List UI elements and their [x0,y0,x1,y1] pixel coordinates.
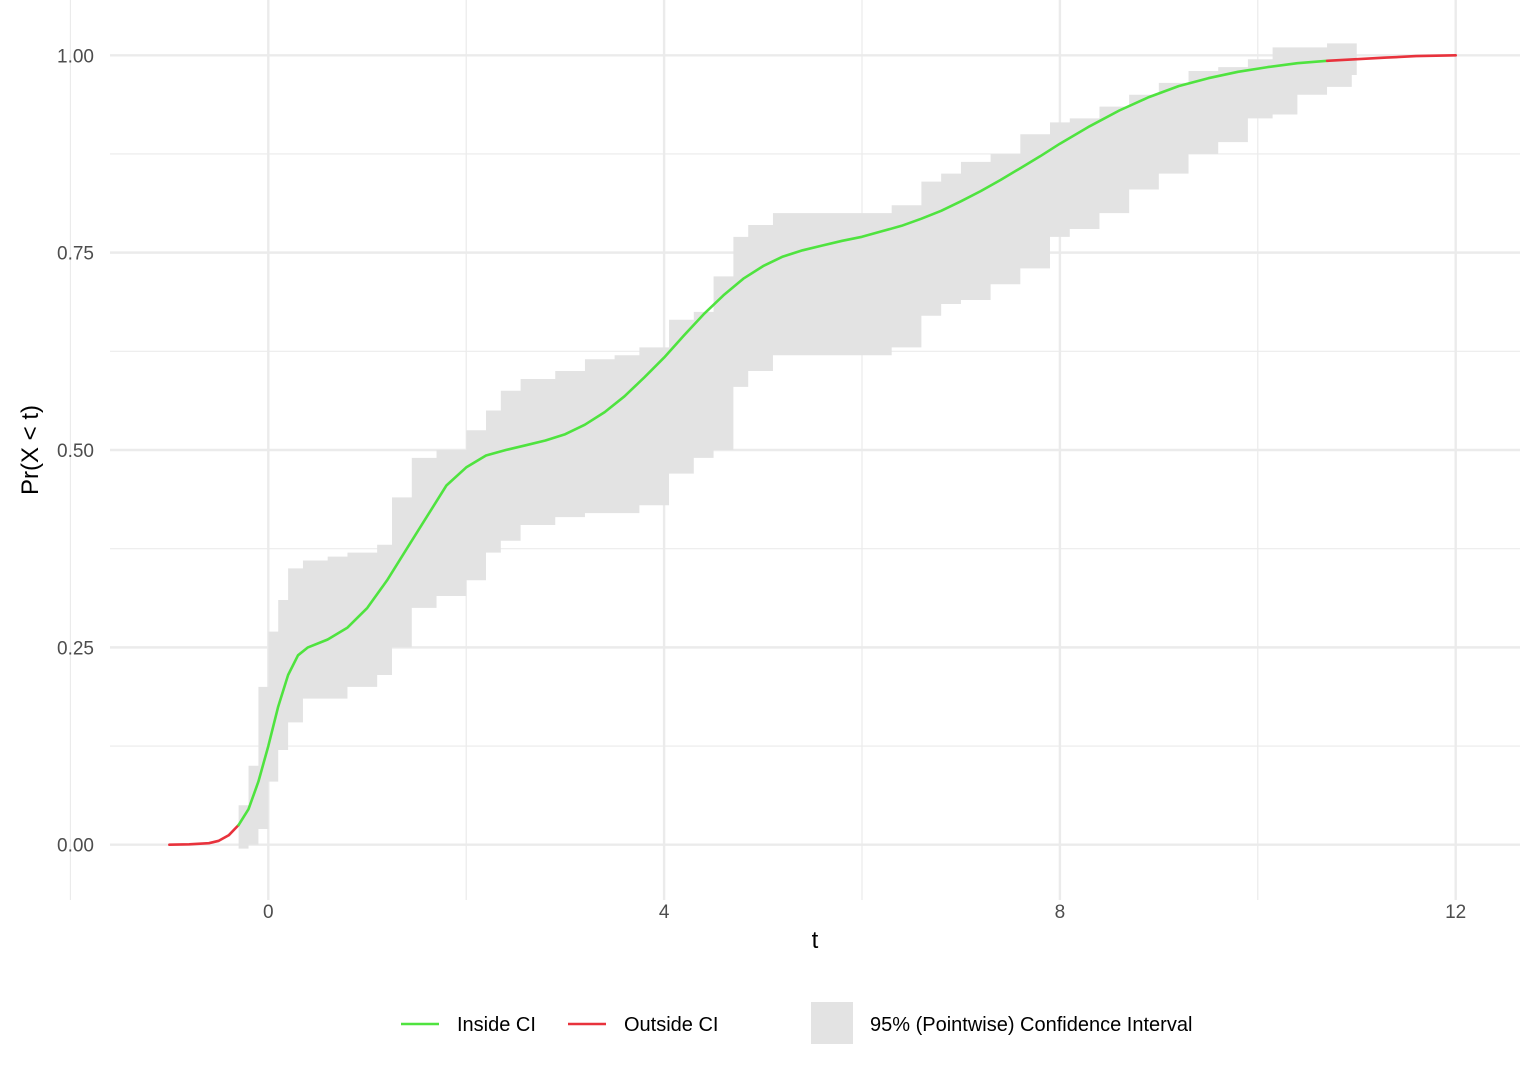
confidence-band-layer [238,43,1357,849]
y-tick-label-4: 1.00 [57,46,94,67]
major-gridlines [110,0,1520,900]
x-tick-label-2: 8 [1055,902,1066,923]
legend: Inside CI Outside CI 95% (Pointwise) Con… [401,1002,1192,1044]
x-axis-title: t [812,927,819,954]
x-tick-label-1: 4 [659,902,670,923]
confidence-band [238,43,1357,849]
cdf-curve-outside-0 [168,823,240,846]
y-tick-label-3: 0.75 [57,244,94,265]
x-tick-label-0: 0 [263,902,274,923]
y-tick-label-2: 0.50 [57,441,94,462]
cdf-curve-layer [168,54,1457,846]
y-tick-label-0: 0.00 [57,836,94,857]
y-axis-title: Pr(X < t) [17,405,44,495]
y-tick-labels: 0.00 0.25 0.50 0.75 1.00 [57,46,94,856]
legend-inside-label: Inside CI [457,1014,536,1036]
x-tick-labels: 0 4 8 12 [263,902,1466,923]
cdf-curve-outside-2 [1325,54,1457,63]
y-tick-label-1: 0.25 [57,638,94,659]
legend-band-swatch [811,1002,853,1044]
cdf-curve-inside-1 [237,59,1329,827]
legend-outside-label: Outside CI [624,1014,718,1036]
x-tick-label-3: 12 [1445,902,1466,923]
legend-band-label: 95% (Pointwise) Confidence Interval [870,1014,1192,1036]
